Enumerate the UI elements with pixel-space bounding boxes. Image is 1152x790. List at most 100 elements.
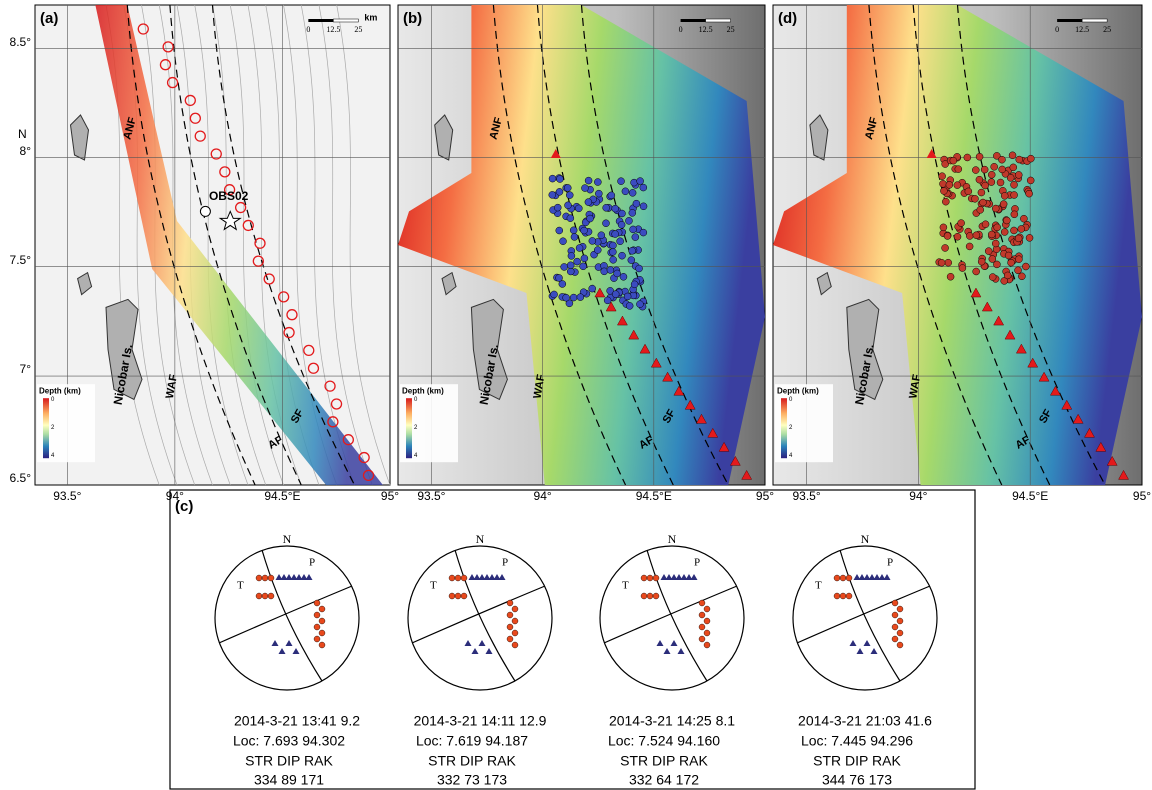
event-dot (598, 232, 605, 239)
polarity-down (449, 593, 455, 599)
mechanism-values: 334 89 171 (254, 772, 324, 788)
panel-label: (d) (778, 10, 797, 27)
event-dot (560, 238, 567, 245)
legend-title: Depth (km) (777, 386, 819, 395)
event-dot (950, 157, 957, 164)
polarity-down (319, 618, 325, 624)
event-dot (587, 215, 594, 222)
event-dot (607, 267, 614, 274)
event-dot (1022, 263, 1029, 270)
event-dot (1015, 235, 1022, 242)
lon-label: 94° (909, 489, 927, 503)
lon-label: 94.5°E (264, 489, 300, 503)
polarity-down (699, 600, 705, 606)
event-dot (637, 178, 644, 185)
event-dot (580, 263, 587, 270)
event-dot (640, 203, 647, 210)
event-dot (625, 217, 632, 224)
event-location: Loc: 7.445 94.296 (801, 733, 913, 749)
event-dot (640, 184, 647, 191)
scale-tick: 25 (354, 25, 362, 34)
event-dot (570, 227, 577, 234)
p-axis-label: P (887, 557, 893, 569)
event-dot (992, 240, 999, 247)
event-dot (585, 177, 592, 184)
mechanism-values: 332 64 172 (629, 772, 699, 788)
event-dot (1010, 227, 1017, 234)
lon-label: 95° (756, 489, 774, 503)
event-dot (978, 189, 985, 196)
scale-tick: 12.5 (699, 25, 713, 34)
event-dot (556, 188, 563, 195)
event-dot (939, 180, 946, 187)
event-time: 2014-3-21 14:25 8.1 (609, 713, 735, 729)
lat-label: 8° (20, 144, 32, 158)
polarity-down (512, 606, 518, 612)
event-dot (576, 245, 583, 252)
t-axis-label: T (622, 580, 629, 592)
polarity-down (314, 636, 320, 642)
event-dot (595, 190, 602, 197)
event-dot (985, 248, 992, 255)
lon-label: 94° (534, 489, 552, 503)
panel-label: (c) (175, 498, 193, 515)
event-dot (620, 273, 627, 280)
polarity-down (507, 636, 513, 642)
polarity-down (834, 575, 840, 581)
event-dot (570, 294, 577, 301)
event-dot (594, 247, 601, 254)
event-dot (976, 153, 983, 160)
event-dot (1026, 234, 1033, 241)
event-dot (632, 234, 639, 241)
event-dot (1011, 192, 1018, 199)
north-label: N (668, 532, 677, 546)
event-dot (978, 258, 985, 265)
lat-label: 7.5° (10, 253, 32, 267)
event-dot (1018, 225, 1025, 232)
event-dot (551, 291, 558, 298)
event-dot (1004, 272, 1011, 279)
polarity-down (641, 575, 647, 581)
polarity-down (647, 593, 653, 599)
lon-label: 94.5°E (636, 489, 672, 503)
event-dot (988, 171, 995, 178)
event-dot (1018, 273, 1025, 280)
event-dot (976, 176, 983, 183)
event-dot (982, 221, 989, 228)
event-dot (973, 268, 980, 275)
polarity-down (653, 593, 659, 599)
event-dot (938, 259, 945, 266)
panel-label: (a) (40, 10, 58, 27)
scale-bar (1082, 19, 1107, 22)
lon-label: 93.5° (793, 489, 821, 503)
station-symbol (200, 206, 210, 216)
event-dot (556, 176, 563, 183)
event-dot (609, 248, 616, 255)
polarity-down (512, 618, 518, 624)
legend-title: Depth (km) (402, 386, 444, 395)
polarity-down (647, 575, 653, 581)
event-dot (1020, 215, 1027, 222)
p-axis-label: P (502, 557, 508, 569)
station-label: OBS02 (209, 189, 249, 203)
event-dot (989, 274, 996, 281)
event-dot (630, 226, 637, 233)
event-dot (972, 167, 979, 174)
event-dot (940, 224, 947, 231)
event-dot (585, 199, 592, 206)
polarity-down (704, 630, 710, 636)
polarity-down (846, 575, 852, 581)
event-location: Loc: 7.619 94.187 (416, 733, 528, 749)
event-dot (942, 198, 949, 205)
event-dot (1005, 252, 1012, 259)
legend-title: Depth (km) (39, 386, 81, 395)
event-dot (549, 175, 556, 182)
event-dot (1000, 201, 1007, 208)
event-dot (1011, 181, 1018, 188)
t-axis-label: T (815, 580, 822, 592)
polarity-down (892, 636, 898, 642)
scale-tick: 0 (1055, 25, 1059, 34)
event-dot (631, 281, 638, 288)
event-dot (581, 255, 588, 262)
event-dot (955, 166, 962, 173)
